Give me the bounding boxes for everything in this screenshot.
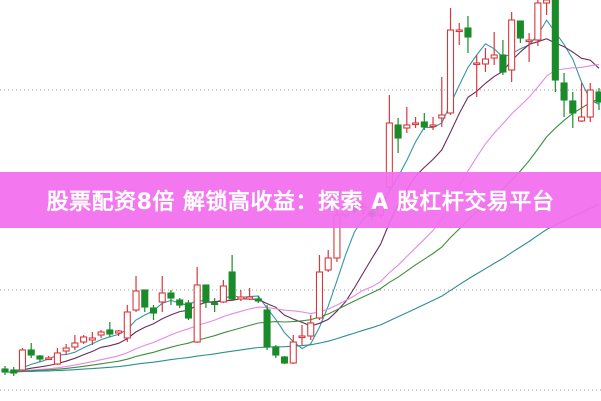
candle-down [569, 100, 577, 114]
candle-down [184, 302, 192, 319]
candle-down [141, 289, 149, 308]
candle-up [577, 116, 586, 122]
candle-down [211, 302, 219, 306]
candle-down [106, 329, 114, 335]
ma20-line [4, 63, 600, 373]
candle-up [237, 296, 245, 300]
candle-up [525, 39, 533, 43]
candle-down [1, 368, 9, 373]
candle-up [45, 357, 53, 361]
candle-up [543, 0, 551, 4]
candle-down [228, 271, 236, 300]
candle-up [412, 122, 420, 126]
candle-up [88, 337, 96, 341]
candle-up [158, 292, 166, 303]
candle-down [149, 307, 158, 314]
candle-up [438, 114, 446, 119]
candle-up [403, 124, 411, 129]
candle-up [53, 352, 61, 365]
ma5-line [4, 19, 600, 373]
candle-up [18, 349, 27, 371]
banner-text: 股票配资8倍 解锁高收益：探索 A 股杠杆交易平台 [46, 190, 555, 215]
candle-down [167, 292, 175, 299]
candle-down [27, 349, 35, 356]
candle-down [464, 27, 472, 38]
candle-up [324, 257, 332, 271]
candle-down [10, 369, 18, 374]
candle-up [586, 89, 594, 118]
candle-down [420, 121, 428, 128]
candle-up [115, 330, 123, 334]
candle-down [36, 355, 44, 360]
candle-up [534, 2, 542, 41]
candle-down [263, 309, 271, 348]
candle-up [80, 336, 88, 343]
candle-down [202, 284, 210, 303]
candle-up [473, 62, 481, 66]
candle-down [560, 82, 568, 101]
candle-down [394, 124, 402, 139]
candle-up [123, 311, 131, 339]
candle-up [446, 29, 455, 114]
candle-up [508, 19, 516, 71]
candle-down [595, 91, 601, 103]
ma60-line [5, 203, 600, 373]
ma10-line [4, 38, 600, 373]
candle-down [280, 356, 289, 364]
candle-up [71, 342, 79, 348]
candle-up [429, 124, 437, 128]
promo-banner: 股票配资8倍 解锁高收益：探索 A 股杠杆交易平台 [0, 172, 601, 228]
candle-up [132, 290, 140, 311]
candle-down [499, 54, 507, 73]
candle-up [315, 271, 324, 319]
candle-up [97, 331, 105, 336]
candle-down [551, 0, 559, 81]
candle-up [62, 347, 70, 352]
candle-down [254, 298, 262, 302]
candle-up [298, 335, 306, 339]
candle-up [193, 284, 201, 343]
candle-up [289, 341, 297, 364]
candle-down [516, 20, 524, 39]
candle-up [490, 54, 498, 59]
candle-down [176, 299, 184, 306]
candle-up [455, 29, 463, 33]
candle-up [481, 58, 489, 65]
candle-down [272, 346, 280, 356]
candle-up [219, 285, 227, 303]
candle-up [246, 296, 254, 300]
candle-up [307, 322, 315, 337]
